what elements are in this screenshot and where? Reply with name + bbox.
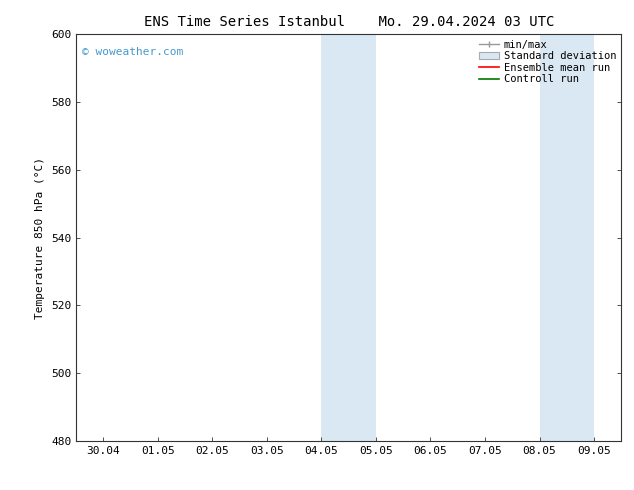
Legend: min/max, Standard deviation, Ensemble mean run, Controll run: min/max, Standard deviation, Ensemble me… — [477, 37, 618, 86]
Text: © woweather.com: © woweather.com — [82, 47, 183, 56]
Y-axis label: Temperature 850 hPa (°C): Temperature 850 hPa (°C) — [36, 157, 46, 318]
Bar — [540, 34, 594, 441]
Bar — [321, 34, 376, 441]
Title: ENS Time Series Istanbul    Mo. 29.04.2024 03 UTC: ENS Time Series Istanbul Mo. 29.04.2024 … — [143, 15, 554, 29]
